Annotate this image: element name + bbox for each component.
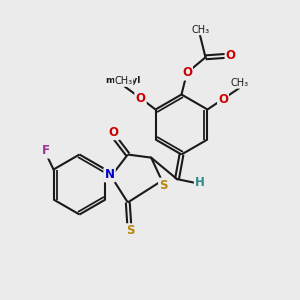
- Text: methyl: methyl: [105, 76, 140, 85]
- Text: O: O: [136, 92, 146, 105]
- Text: CH₃: CH₃: [115, 76, 133, 86]
- Text: O: O: [109, 126, 119, 139]
- Text: S: S: [159, 179, 168, 192]
- Text: O: O: [226, 49, 236, 62]
- Text: H: H: [195, 176, 205, 189]
- Text: N: N: [105, 168, 115, 181]
- Text: F: F: [42, 144, 50, 158]
- Text: N: N: [105, 168, 115, 181]
- Text: O: O: [182, 66, 192, 80]
- Text: O: O: [218, 92, 228, 106]
- Text: S: S: [126, 224, 134, 238]
- Text: S: S: [126, 224, 134, 238]
- Text: F: F: [42, 144, 50, 158]
- Text: H: H: [195, 176, 205, 189]
- Text: CH₃: CH₃: [191, 25, 209, 35]
- Text: CH₃: CH₃: [231, 78, 249, 88]
- Text: O: O: [218, 92, 228, 106]
- Text: O: O: [226, 49, 236, 62]
- Text: S: S: [159, 179, 168, 192]
- Text: O: O: [182, 66, 192, 80]
- Text: O: O: [109, 126, 119, 139]
- Text: O: O: [136, 92, 146, 105]
